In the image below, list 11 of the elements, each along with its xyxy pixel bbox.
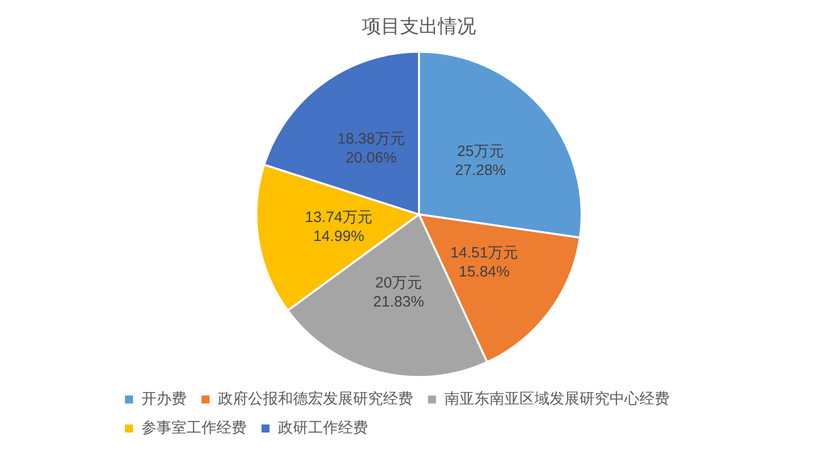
legend-label: 政研工作经费 xyxy=(278,420,368,437)
data-label: 14.51万元 15.84% xyxy=(450,244,518,281)
data-label: 18.38万元 20.06% xyxy=(337,130,405,166)
legend-label: 参事室工作经费 xyxy=(142,420,246,437)
legend-label: 开办费 xyxy=(142,390,186,408)
legend-label: 政府公报和德宏发展研究经费 xyxy=(218,390,413,408)
data-label: 25万元 27.28% xyxy=(455,142,506,179)
data-label: 13.74万元 14.99% xyxy=(304,209,373,246)
legend-label: 南亚东南亚区域发展研究中心经费 xyxy=(444,390,670,408)
chart-title: 项目支出情况 xyxy=(362,16,476,38)
data-label: 20万元 21.83% xyxy=(373,274,424,311)
